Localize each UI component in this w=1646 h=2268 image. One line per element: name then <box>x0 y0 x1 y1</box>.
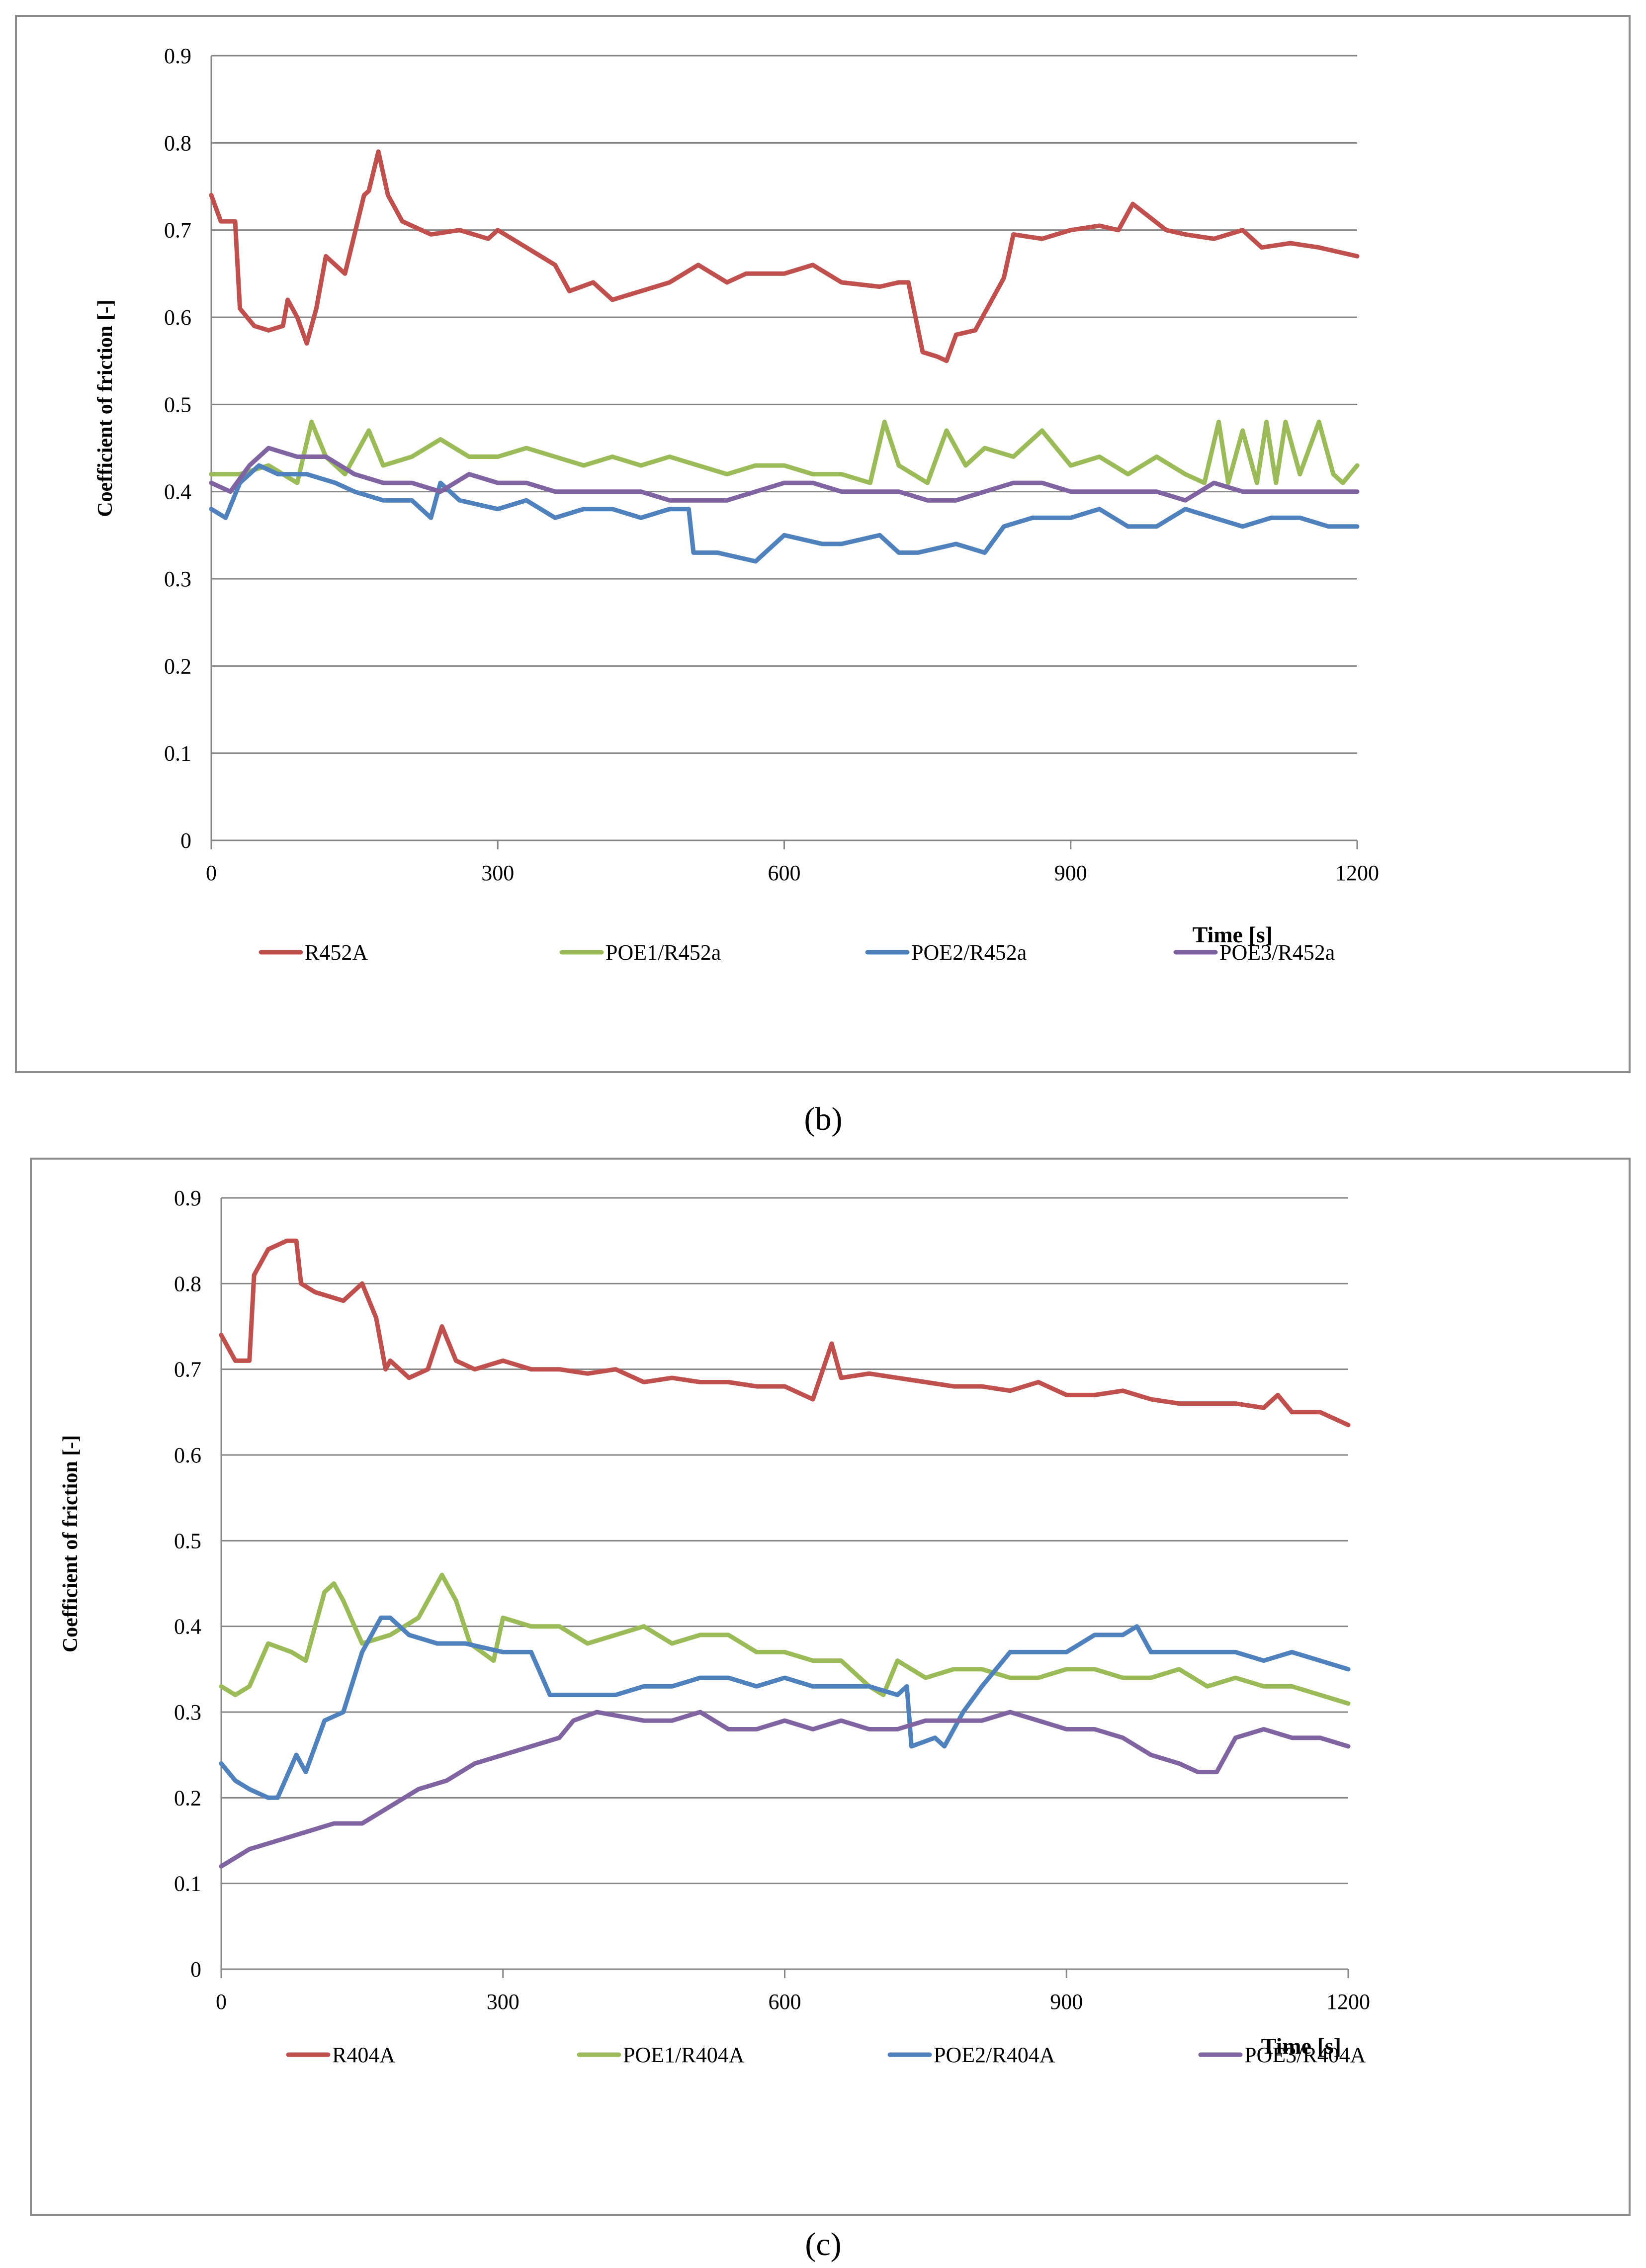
y-tick-label: 0.9 <box>174 1186 201 1210</box>
x-tick-label: 600 <box>769 1990 801 2014</box>
y-tick-label: 0.2 <box>164 654 191 678</box>
series-line-poe3-r404a <box>219 1710 1351 1869</box>
y-axis-label: Coefficient of friction [-] <box>59 1435 82 1652</box>
legend-label: R452A <box>305 940 368 965</box>
y-tick-label: 0.8 <box>164 131 191 155</box>
x-tick-label: 900 <box>1050 1990 1083 2014</box>
chart-c: 0 0.1 0.2 0.3 0.4 0.5 0.6 0.7 0.8 0.9 0 300 600 900 12… <box>59 1186 1370 2067</box>
x-tick-label: 0 <box>216 1990 227 2014</box>
x-tick-label: 300 <box>487 1990 520 2014</box>
y-tick-label: 0 <box>180 828 191 853</box>
legend-label: POE2/R452a <box>911 940 1027 965</box>
x-tick-label: 1200 <box>1326 1990 1370 2014</box>
x-tick-label: 0 <box>206 861 217 885</box>
y-tick-label: 0.9 <box>164 44 191 68</box>
y-tick-label: 0.6 <box>174 1443 201 1467</box>
legend-label: POE3/R404A <box>1244 2043 1366 2067</box>
y-tick-label: 0.1 <box>164 741 191 766</box>
y-tick-label: 0.2 <box>174 1786 201 1810</box>
y-tick-label: 0.4 <box>164 480 191 504</box>
y-tick-label: 0.6 <box>164 305 191 330</box>
y-tick-label: 0.3 <box>174 1700 201 1724</box>
legend-label: POE2/R404A <box>934 2043 1055 2067</box>
y-tick-label: 0.8 <box>174 1271 201 1296</box>
x-tick-label: 300 <box>481 861 514 885</box>
y-tick-label: 0.7 <box>164 218 191 243</box>
y-axis-label: Coefficient of friction [-] <box>94 299 117 517</box>
series-line-poe3-r452a <box>209 446 1360 503</box>
series-line-poe2-r404a <box>219 1615 1351 1800</box>
y-tick-label: 0.4 <box>174 1615 201 1639</box>
legend-label: R404A <box>332 2043 395 2067</box>
y-tick-label: 0.5 <box>164 392 191 417</box>
y-tick-label: 0.1 <box>174 1872 201 1896</box>
legend-label: POE1/R404A <box>623 2043 745 2067</box>
series-line-poe2-r452a <box>209 463 1360 564</box>
series-line-r452a <box>209 149 1360 363</box>
legend-label: POE1/R452a <box>606 940 721 965</box>
x-axis-label: Time [s] <box>1261 2033 1341 2059</box>
caption-c: (c) <box>805 2226 841 2263</box>
x-tick-label: 900 <box>1054 861 1087 885</box>
series-line-poe1-r452a <box>209 419 1360 485</box>
x-tick-label: 600 <box>768 861 801 885</box>
x-axis-label: Time [s] <box>1193 922 1273 947</box>
legend-label: POE3/R452a <box>1219 940 1335 965</box>
chart-b: 0 0.1 0.2 0.3 0.4 0.5 0.6 0.7 0.8 0.9 0 300 600 900 12… <box>94 44 1379 965</box>
y-tick-label: 0.7 <box>174 1358 201 1382</box>
y-tick-label: 0.5 <box>174 1529 201 1553</box>
series-line-r404a <box>219 1238 1351 1428</box>
y-tick-label: 0 <box>190 1957 201 1982</box>
y-tick-label: 0.3 <box>164 567 191 591</box>
x-tick-label: 1200 <box>1335 861 1379 885</box>
caption-b: (b) <box>804 1101 843 1137</box>
series-line-poe1-r404a <box>219 1572 1351 1706</box>
